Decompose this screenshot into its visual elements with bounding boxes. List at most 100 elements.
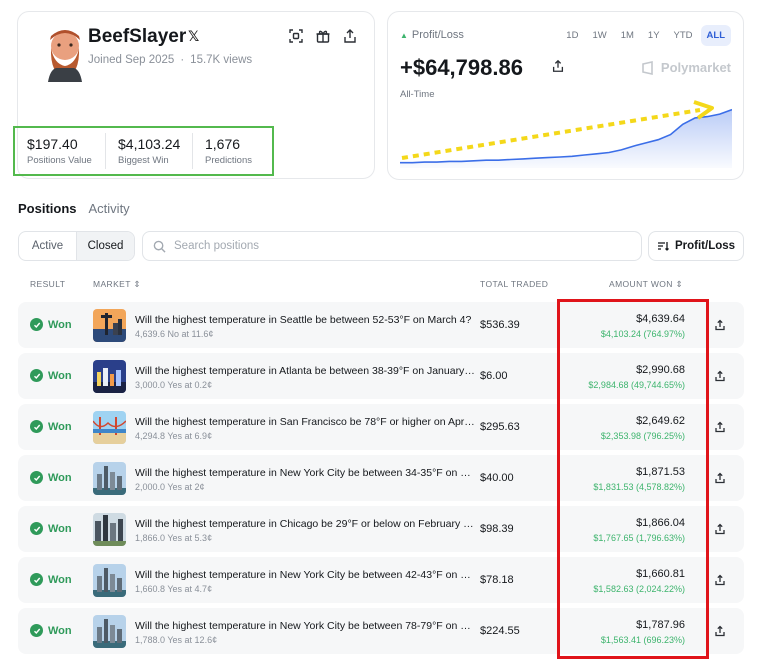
market-title[interactable]: Will the highest temperature in Seattle … (135, 314, 472, 326)
share-icon[interactable] (714, 370, 726, 382)
check-circle-icon (30, 573, 43, 586)
header-amount-won[interactable]: AMOUNT WON ⇕ (609, 279, 684, 289)
range-1d[interactable]: 1D (566, 30, 579, 41)
header-result: RESULT (30, 279, 66, 289)
range-selector: 1D 1W 1M 1Y YTD ALL (560, 25, 731, 46)
up-triangle-icon: ▲ (400, 31, 408, 40)
amount-won: $1,660.81 (636, 568, 685, 580)
share-icon[interactable] (714, 421, 726, 433)
total-traded: $98.39 (480, 523, 514, 535)
total-traded: $40.00 (480, 472, 514, 484)
share-icon[interactable] (551, 59, 565, 73)
amount-won: $1,787.96 (636, 619, 685, 631)
table-row[interactable]: Won Will the highest temperature in New Y… (18, 557, 744, 603)
status-toggle: Active Closed (18, 231, 135, 261)
result-badge: Won (30, 471, 72, 484)
result-badge: Won (30, 420, 72, 433)
profit-gain: $1,831.53 (4,578.82%) (593, 482, 685, 492)
table-row[interactable]: Won Will the highest temperature in Chica… (18, 506, 744, 552)
tab-activity[interactable]: Activity (88, 201, 130, 216)
avatar (48, 30, 82, 82)
header-market[interactable]: MARKET ⇕ (93, 279, 141, 289)
check-circle-icon (30, 471, 43, 484)
tab-bar: Positions Activity (18, 201, 130, 216)
search-icon (153, 240, 166, 253)
range-all[interactable]: ALL (700, 25, 731, 46)
profit-gain: $4,103.24 (764.97%) (600, 329, 685, 339)
market-thumbnail (93, 564, 126, 597)
pnl-line (400, 108, 732, 164)
stat-predictions: 1,676 Predictions (192, 133, 272, 169)
market-thumbnail (93, 360, 126, 393)
result-badge: Won (30, 369, 72, 382)
market-title[interactable]: Will the highest temperature in Atlanta … (135, 365, 475, 377)
share-icon[interactable] (714, 472, 726, 484)
x-icon[interactable]: 𝕏 (188, 28, 200, 44)
result-badge: Won (30, 624, 72, 637)
header-total-traded: TOTAL TRADED (480, 279, 549, 289)
position-detail: 1,660.8 Yes at 4.7¢ (135, 584, 213, 594)
amount-won: $2,649.62 (636, 415, 685, 427)
amount-won: $2,990.68 (636, 364, 685, 376)
active-toggle[interactable]: Active (31, 240, 64, 252)
total-traded: $536.39 (480, 319, 520, 331)
sort-arrows-icon: ⇕ (133, 279, 141, 289)
result-badge: Won (30, 573, 72, 586)
range-1w[interactable]: 1W (592, 30, 607, 41)
check-circle-icon (30, 369, 43, 382)
share-icon[interactable] (714, 625, 726, 637)
amount-won: $1,866.04 (636, 517, 685, 529)
gift-icon[interactable] (315, 28, 331, 44)
profile-meta: Joined Sep 2025 · 15.7K views (88, 54, 252, 66)
sort-icon (657, 242, 669, 251)
share-icon[interactable] (714, 319, 726, 331)
pnl-area (400, 109, 732, 168)
separator-dot: · (180, 54, 185, 66)
range-ytd[interactable]: YTD (673, 30, 693, 41)
search-input[interactable] (174, 240, 594, 252)
position-detail: 2,000.0 Yes at 2¢ (135, 482, 205, 492)
table-row[interactable]: Won Will the highest temperature in Atlan… (18, 353, 744, 399)
polymarket-brand: Polymarket (641, 60, 731, 75)
closed-toggle[interactable]: Closed (76, 232, 134, 260)
result-badge: Won (30, 522, 72, 535)
pnl-label: ▲ Profit/Loss (400, 29, 464, 41)
stat-biggest-win: $4,103.24 Biggest Win (105, 133, 192, 169)
market-title[interactable]: Will the highest temperature in New York… (135, 467, 475, 479)
profit-gain: $1,582.63 (2,024.22%) (593, 584, 685, 594)
range-1m[interactable]: 1M (620, 30, 634, 41)
tab-positions[interactable]: Positions (18, 201, 77, 216)
market-thumbnail (93, 462, 126, 495)
total-traded: $6.00 (480, 370, 508, 382)
position-detail: 4,294.8 Yes at 6.9¢ (135, 431, 213, 441)
stats-box: $197.40 Positions Value $4,103.24 Bigges… (13, 126, 274, 176)
search-box (142, 231, 642, 261)
total-traded: $224.55 (480, 625, 520, 637)
sort-button[interactable]: Profit/Loss (648, 231, 744, 261)
market-title[interactable]: Will the highest temperature in Chicago … (135, 518, 475, 530)
range-1y[interactable]: 1Y (647, 30, 660, 41)
trend-arrow-head (693, 100, 714, 120)
table-row[interactable]: Won Will the highest temperature in Seatt… (18, 302, 744, 348)
market-title[interactable]: Will the highest temperature in New York… (135, 569, 475, 581)
market-thumbnail (93, 411, 126, 444)
amount-won: $4,639.64 (636, 313, 685, 325)
market-title[interactable]: Will the highest temperature in San Fran… (135, 416, 475, 428)
share-icon[interactable] (714, 523, 726, 535)
amount-won: $1,871.53 (636, 466, 685, 478)
scan-icon[interactable] (288, 28, 304, 44)
share-icon[interactable] (714, 574, 726, 586)
table-row[interactable]: Won Will the highest temperature in New Y… (18, 455, 744, 501)
joined-date: Joined Sep 2025 (88, 54, 175, 66)
sort-arrows-icon: ⇕ (675, 279, 684, 289)
table-row[interactable]: Won Will the highest temperature in New Y… (18, 608, 744, 654)
position-detail: 4,639.6 No at 11.6¢ (135, 329, 214, 339)
position-detail: 1,788.0 Yes at 12.6¢ (135, 635, 218, 645)
position-detail: 3,000.0 Yes at 0.2¢ (135, 380, 213, 390)
market-title[interactable]: Will the highest temperature in New York… (135, 620, 475, 632)
market-thumbnail (93, 513, 126, 546)
share-icon[interactable] (342, 28, 358, 44)
check-circle-icon (30, 624, 43, 637)
profit-gain: $2,353.98 (796.25%) (600, 431, 685, 441)
table-row[interactable]: Won Will the highest temperature in San F… (18, 404, 744, 450)
